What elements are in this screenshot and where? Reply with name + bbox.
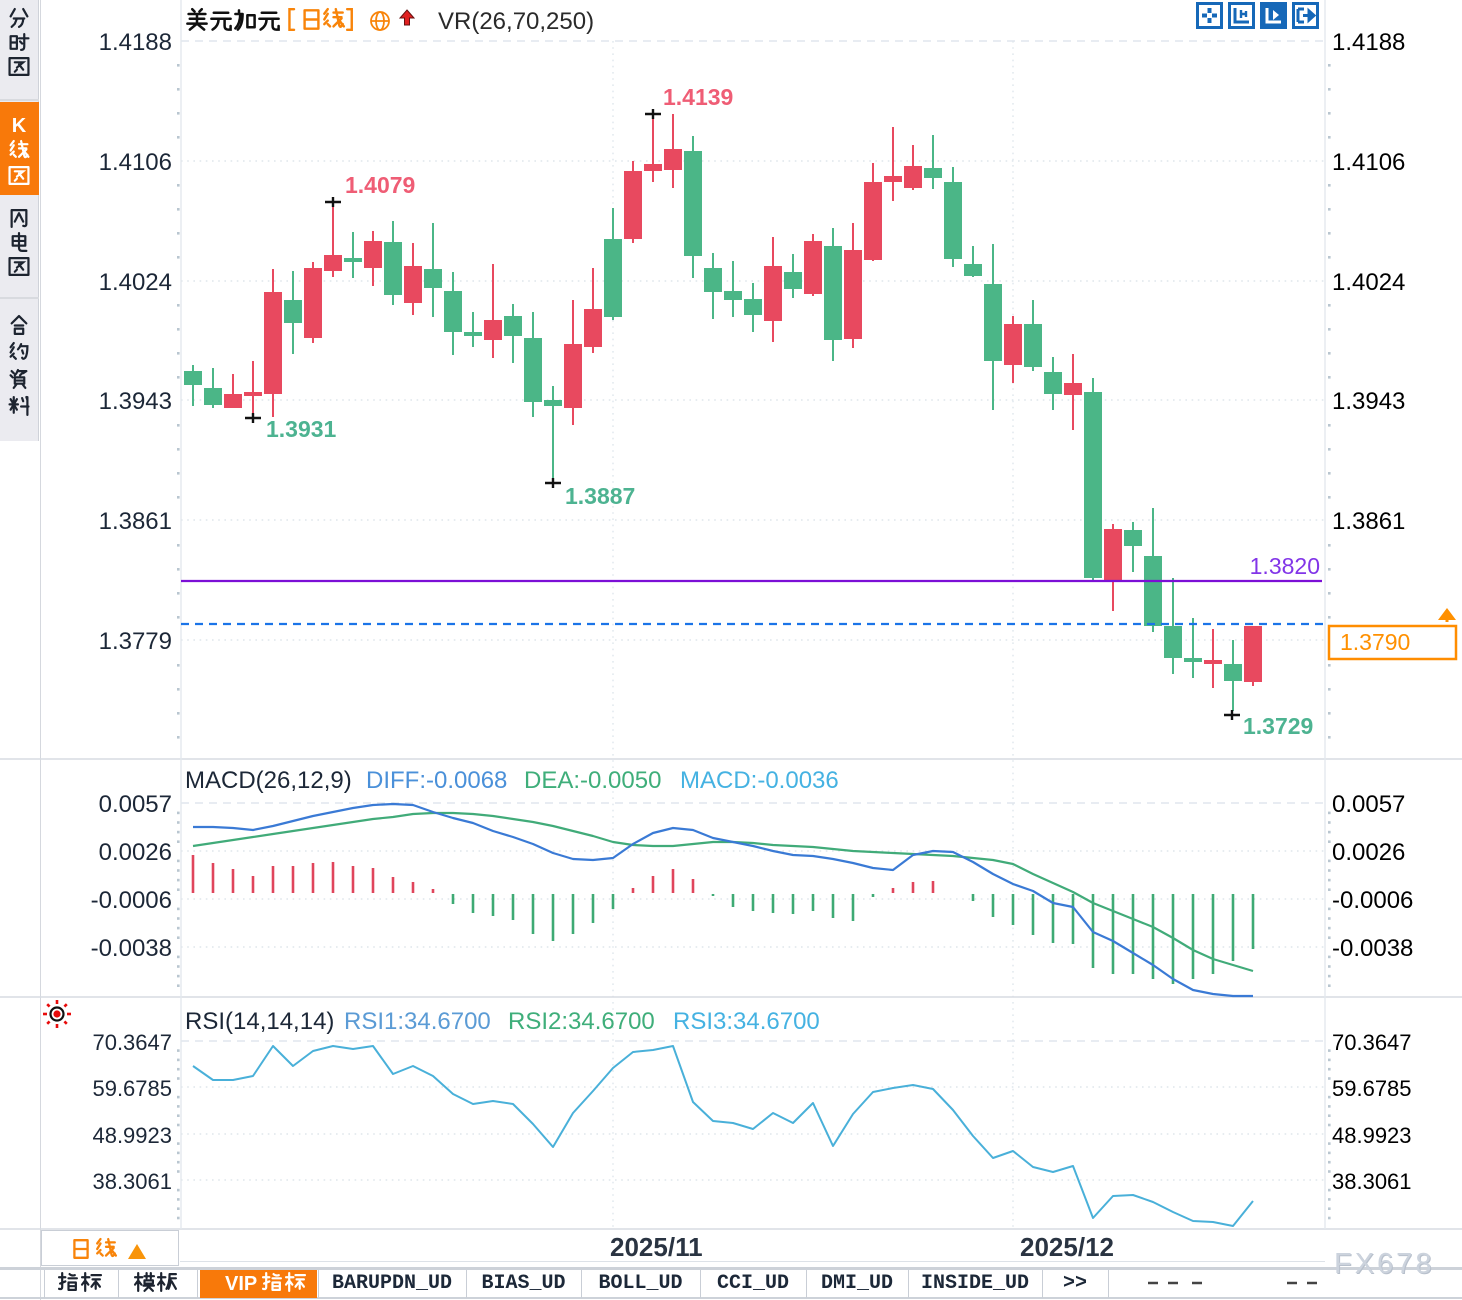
svg-text:38.3061: 38.3061: [92, 1169, 172, 1194]
svg-text:38.3061: 38.3061: [1332, 1169, 1412, 1194]
svg-text:DEA:-0.0050: DEA:-0.0050: [524, 767, 661, 794]
svg-text:0.0026: 0.0026: [1332, 839, 1405, 866]
svg-text:VR(26,70,250): VR(26,70,250): [438, 8, 594, 35]
svg-text:1.4024: 1.4024: [1332, 269, 1405, 296]
svg-text:K: K: [12, 115, 27, 137]
svg-text:1.4188: 1.4188: [1332, 29, 1405, 56]
svg-text:VIP: VIP: [225, 1273, 257, 1295]
svg-text:1.4079: 1.4079: [345, 172, 415, 198]
svg-text:1.3820: 1.3820: [1250, 553, 1320, 579]
svg-text:1.3861: 1.3861: [1332, 508, 1405, 535]
svg-text:1.4106: 1.4106: [1332, 149, 1405, 176]
svg-text:-0.0006: -0.0006: [91, 887, 172, 914]
svg-text:DIFF:-0.0068: DIFF:-0.0068: [366, 767, 507, 794]
svg-text:59.6785: 59.6785: [1332, 1076, 1412, 1101]
svg-text:1.3887: 1.3887: [565, 483, 635, 509]
svg-text:48.9923: 48.9923: [92, 1123, 172, 1148]
svg-text:-0.0038: -0.0038: [91, 935, 172, 962]
svg-text:48.9923: 48.9923: [1332, 1123, 1412, 1148]
svg-text:1.3943: 1.3943: [99, 388, 172, 415]
svg-text:1.4024: 1.4024: [99, 269, 172, 296]
svg-text:1.3943: 1.3943: [1332, 388, 1405, 415]
svg-text:1.3861: 1.3861: [99, 508, 172, 535]
svg-text:RSI3:34.6700: RSI3:34.6700: [673, 1008, 820, 1035]
svg-text:1.4188: 1.4188: [99, 29, 172, 56]
svg-text:MACD:-0.0036: MACD:-0.0036: [680, 767, 839, 794]
svg-text:1.3779: 1.3779: [99, 628, 172, 655]
svg-text:RSI2:34.6700: RSI2:34.6700: [508, 1008, 655, 1035]
svg-text:-0.0006: -0.0006: [1332, 887, 1413, 914]
svg-text:RSI(14,14,14): RSI(14,14,14): [185, 1008, 334, 1035]
svg-text:1.3729: 1.3729: [1243, 713, 1313, 739]
svg-text:1.3790: 1.3790: [1340, 629, 1410, 655]
svg-text:59.6785: 59.6785: [92, 1076, 172, 1101]
svg-text:MACD(26,12,9): MACD(26,12,9): [185, 767, 352, 794]
svg-text:70.3647: 70.3647: [92, 1030, 172, 1055]
svg-text:0.0026: 0.0026: [99, 839, 172, 866]
svg-text:70.3647: 70.3647: [1332, 1030, 1412, 1055]
svg-text:1.4106: 1.4106: [99, 149, 172, 176]
svg-text:0.0057: 0.0057: [1332, 791, 1405, 818]
svg-text:-0.0038: -0.0038: [1332, 935, 1413, 962]
svg-text:1.4139: 1.4139: [663, 84, 733, 110]
svg-text:1.3931: 1.3931: [266, 416, 337, 442]
svg-text:RSI1:34.6700: RSI1:34.6700: [344, 1008, 491, 1035]
svg-text:0.0057: 0.0057: [99, 791, 172, 818]
